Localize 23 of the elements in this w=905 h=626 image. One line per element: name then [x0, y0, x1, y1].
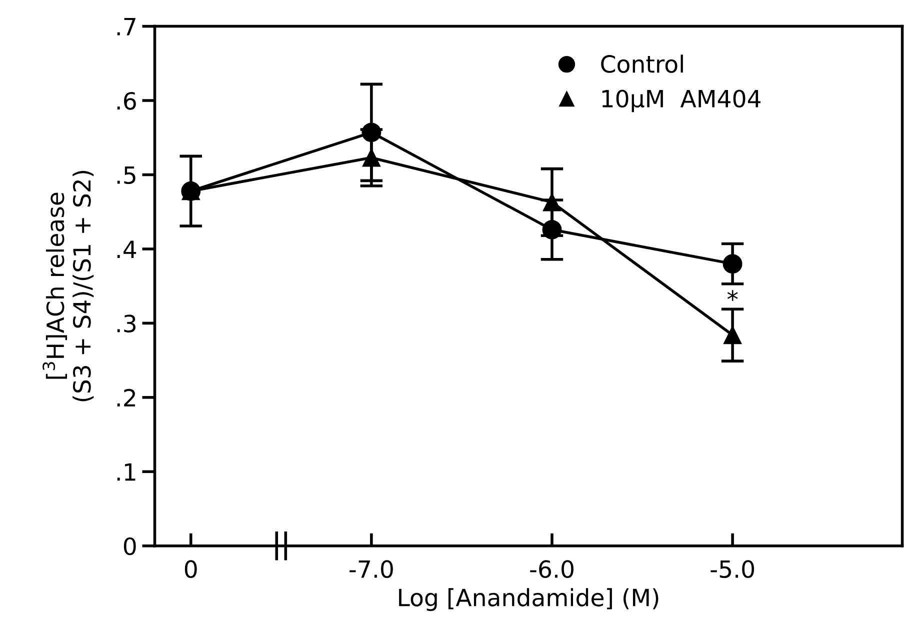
legend-label: 10μM AM404 [602, 90, 760, 112]
point [724, 326, 742, 344]
y-tick-label: .4 [117, 240, 136, 258]
y-axis-title: [$^{3}$H]ACh release (S3 + S4)/(S1 + S2) [42, 170, 94, 402]
point [722, 254, 742, 274]
y-tick-label: .3 [117, 314, 136, 332]
y-tick-label: .6 [117, 92, 136, 110]
y-tick-label: .2 [117, 388, 136, 406]
y-tick-label: .1 [117, 463, 136, 481]
annotation: * [727, 290, 738, 301]
legend-label: Control [601, 54, 683, 73]
y-tick-label: .5 [117, 166, 136, 184]
x-tick-label: -6.0 [530, 560, 574, 578]
point [542, 193, 562, 212]
y-tick-label: .7 [117, 18, 136, 36]
y-tick-label: 0 [124, 537, 136, 556]
x-axis-title: Log [Anandamide] (M) [399, 588, 658, 612]
x-tick-label: -5.0 [710, 560, 754, 578]
point [362, 122, 382, 142]
point [542, 220, 562, 240]
x-tick-label: 0 [184, 560, 197, 578]
x-tick-label: -7.0 [350, 560, 393, 578]
point [362, 148, 380, 167]
